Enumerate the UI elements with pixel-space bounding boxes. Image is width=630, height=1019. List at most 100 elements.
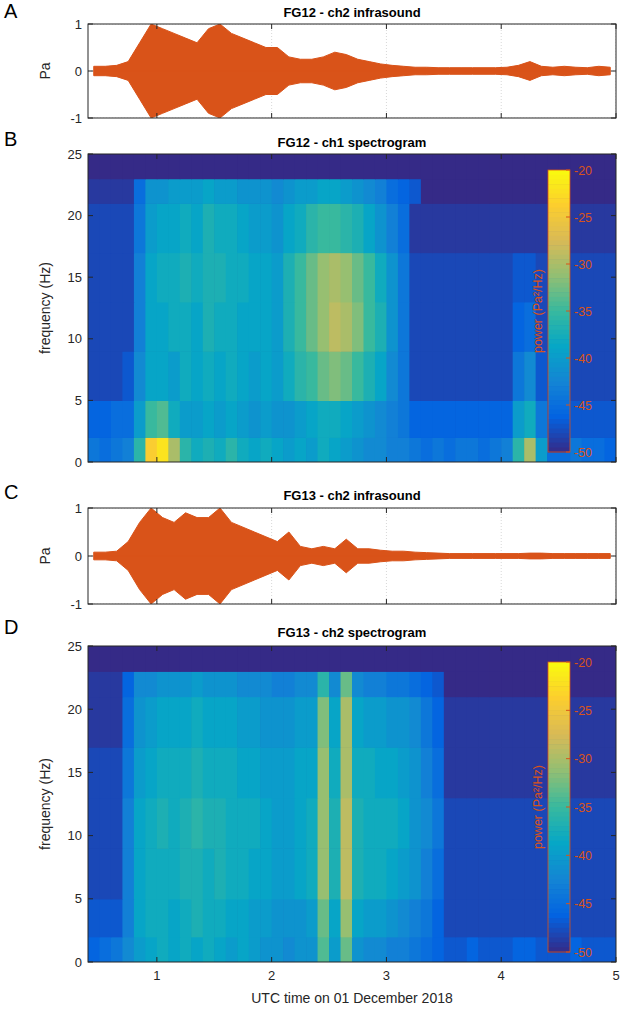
cell (180, 798, 192, 849)
cell (306, 798, 318, 849)
cell (490, 899, 502, 938)
colorbar-tick-label: -50 (574, 946, 592, 960)
cell (432, 937, 444, 962)
cell (490, 351, 502, 401)
cell (99, 302, 111, 352)
cell (386, 179, 398, 204)
cell (455, 899, 467, 938)
cell (318, 437, 330, 462)
colorbar-step (548, 715, 570, 720)
colorbar-step (548, 179, 570, 184)
colorbar-step (548, 817, 570, 822)
y-tick (611, 71, 616, 72)
cell (409, 203, 421, 253)
cell (467, 437, 479, 462)
y-tick-label: 20 (68, 702, 82, 717)
cell (329, 747, 341, 798)
cell (99, 646, 111, 672)
cell (111, 203, 123, 253)
cell (111, 400, 123, 438)
cell (191, 848, 203, 899)
cell (352, 899, 364, 938)
cell (363, 671, 375, 697)
cell (341, 351, 353, 401)
cell (593, 747, 605, 798)
y-tick-label: 15 (68, 270, 82, 285)
cell (375, 899, 387, 938)
cell (329, 646, 341, 672)
cell (134, 253, 146, 303)
cell (444, 937, 456, 962)
cell (455, 351, 467, 401)
colorbar-tick (566, 710, 570, 711)
cell (122, 351, 134, 401)
cell (272, 697, 284, 748)
cell (341, 697, 353, 748)
cell (467, 671, 479, 697)
cell (134, 351, 146, 401)
cell (478, 671, 490, 697)
colorbar-step (548, 783, 570, 788)
x-tick (386, 113, 387, 118)
cell (593, 798, 605, 849)
cell (490, 179, 502, 204)
cell (478, 937, 490, 962)
cell (341, 671, 353, 697)
cell (295, 848, 307, 899)
cell (593, 253, 605, 303)
y-tick-label: 10 (68, 331, 82, 346)
colorbar-step (548, 339, 570, 344)
cell (157, 179, 169, 204)
cell (363, 798, 375, 849)
colorbar-step (548, 918, 570, 923)
cell (306, 400, 318, 438)
colorbar-step (548, 710, 570, 715)
cell (352, 671, 364, 697)
cell (490, 253, 502, 303)
x-tick (501, 457, 502, 462)
cell (99, 253, 111, 303)
x-tick (386, 24, 387, 29)
x-tick (616, 154, 617, 159)
cell (467, 646, 479, 672)
x-tick (156, 646, 157, 651)
cell (421, 671, 433, 697)
cell (249, 937, 261, 962)
colorbar-step (548, 288, 570, 293)
cell (99, 747, 111, 798)
cell (111, 351, 123, 401)
cell (421, 400, 433, 438)
cell (536, 179, 548, 204)
cell (295, 697, 307, 748)
colorbar-step (548, 419, 570, 424)
cell (363, 253, 375, 303)
cell (88, 937, 100, 962)
cell (111, 646, 123, 672)
colorbar-step (548, 438, 570, 443)
cell (191, 899, 203, 938)
x-tick (501, 113, 502, 118)
cell (363, 697, 375, 748)
cell (432, 697, 444, 748)
cell (99, 937, 111, 962)
colorbar-step (548, 349, 570, 354)
cell (341, 798, 353, 849)
colorbar-tick-label: -40 (574, 352, 592, 366)
cell (88, 848, 100, 899)
x-tick (501, 599, 502, 604)
cell (249, 302, 261, 352)
cell (283, 646, 295, 672)
cell (605, 697, 616, 748)
cell (467, 154, 479, 179)
colorbar-step (548, 672, 570, 677)
cell (226, 747, 238, 798)
cell (593, 437, 605, 462)
cell (99, 154, 111, 179)
cell (295, 937, 307, 962)
cell (490, 400, 502, 438)
x-tick (501, 154, 502, 159)
x-tick (501, 646, 502, 651)
cell (260, 798, 272, 849)
colorbar-step (548, 778, 570, 783)
cell (524, 400, 536, 438)
